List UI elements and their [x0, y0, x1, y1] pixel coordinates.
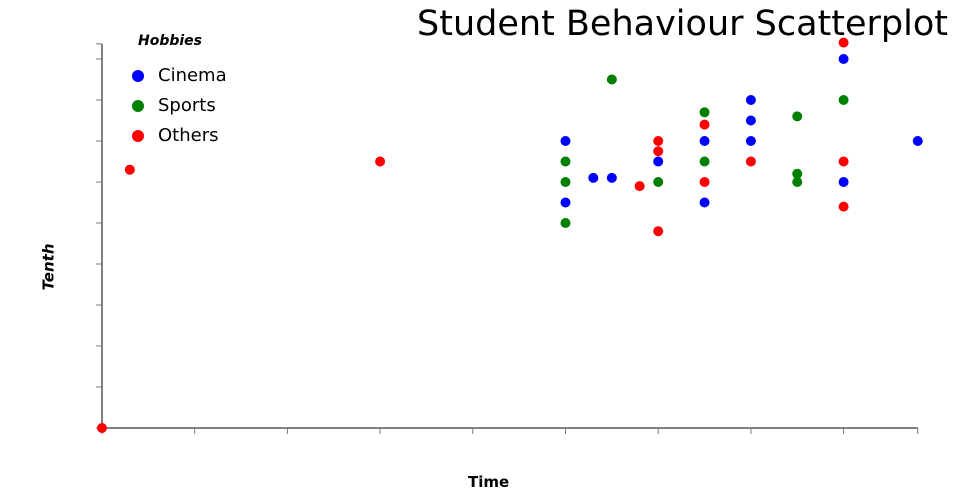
legend-item-cinema: Cinema: [132, 65, 227, 86]
point-others: [838, 37, 849, 48]
point-sports: [838, 95, 849, 105]
point-cinema: [560, 197, 571, 208]
legend-label-others: Others: [158, 125, 219, 146]
point-others: [653, 146, 664, 157]
point-others: [653, 226, 664, 237]
point-cinema: [699, 197, 710, 208]
point-cinema: [745, 136, 756, 146]
point-sports: [560, 218, 571, 228]
point-others: [124, 164, 135, 175]
x-axis-label: Time: [468, 473, 510, 491]
legend-title: Hobbies: [138, 33, 203, 49]
point-cinema: [588, 172, 599, 183]
legend-swatch-sports: [132, 99, 144, 112]
point-cinema: [560, 136, 571, 146]
point-cinema: [699, 136, 710, 146]
point-sports: [792, 168, 803, 179]
legend-swatch-cinema: [132, 69, 144, 82]
point-others: [838, 201, 849, 212]
point-others: [634, 181, 645, 192]
point-sports: [560, 177, 571, 187]
point-cinema: [745, 115, 756, 126]
point-others: [375, 156, 386, 167]
legend-item-others: Others: [132, 125, 219, 146]
legend-item-sports: Sports: [132, 95, 216, 116]
point-sports: [560, 156, 571, 167]
point-sports: [653, 177, 664, 187]
point-others: [97, 423, 107, 433]
point-cinema: [912, 136, 923, 146]
point-cinema: [653, 156, 664, 167]
point-others: [745, 156, 756, 167]
point-others: [699, 119, 710, 130]
point-cinema: [838, 177, 849, 187]
point-cinema: [745, 95, 756, 105]
point-sports: [792, 111, 803, 122]
point-others: [653, 136, 664, 146]
point-others: [838, 156, 849, 167]
legend-label-cinema: Cinema: [158, 65, 227, 86]
point-sports: [792, 177, 803, 187]
point-sports: [606, 74, 617, 85]
legend-label-sports: Sports: [158, 95, 216, 116]
point-cinema: [606, 172, 617, 183]
point-sports: [699, 156, 710, 167]
point-sports: [699, 107, 710, 118]
chart-title: Student Behaviour Scatterplot: [417, 4, 948, 44]
legend-swatch-others: [132, 129, 144, 142]
point-cinema: [838, 54, 849, 64]
point-others: [699, 177, 710, 187]
